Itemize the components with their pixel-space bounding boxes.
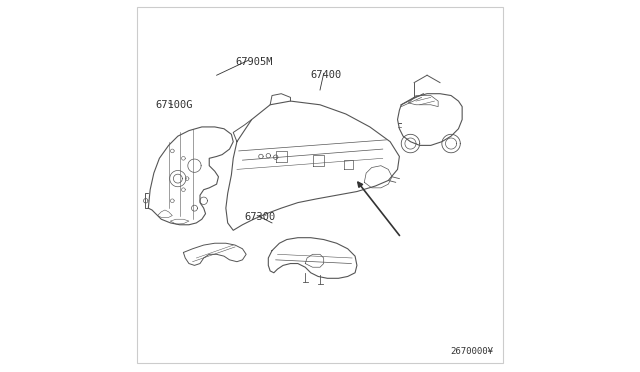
Text: 67100G: 67100G: [156, 100, 193, 110]
Text: 2670000¥: 2670000¥: [451, 347, 493, 356]
Text: 67905M: 67905M: [235, 57, 273, 67]
Text: 67400: 67400: [311, 70, 342, 80]
Text: 67300: 67300: [244, 212, 276, 222]
